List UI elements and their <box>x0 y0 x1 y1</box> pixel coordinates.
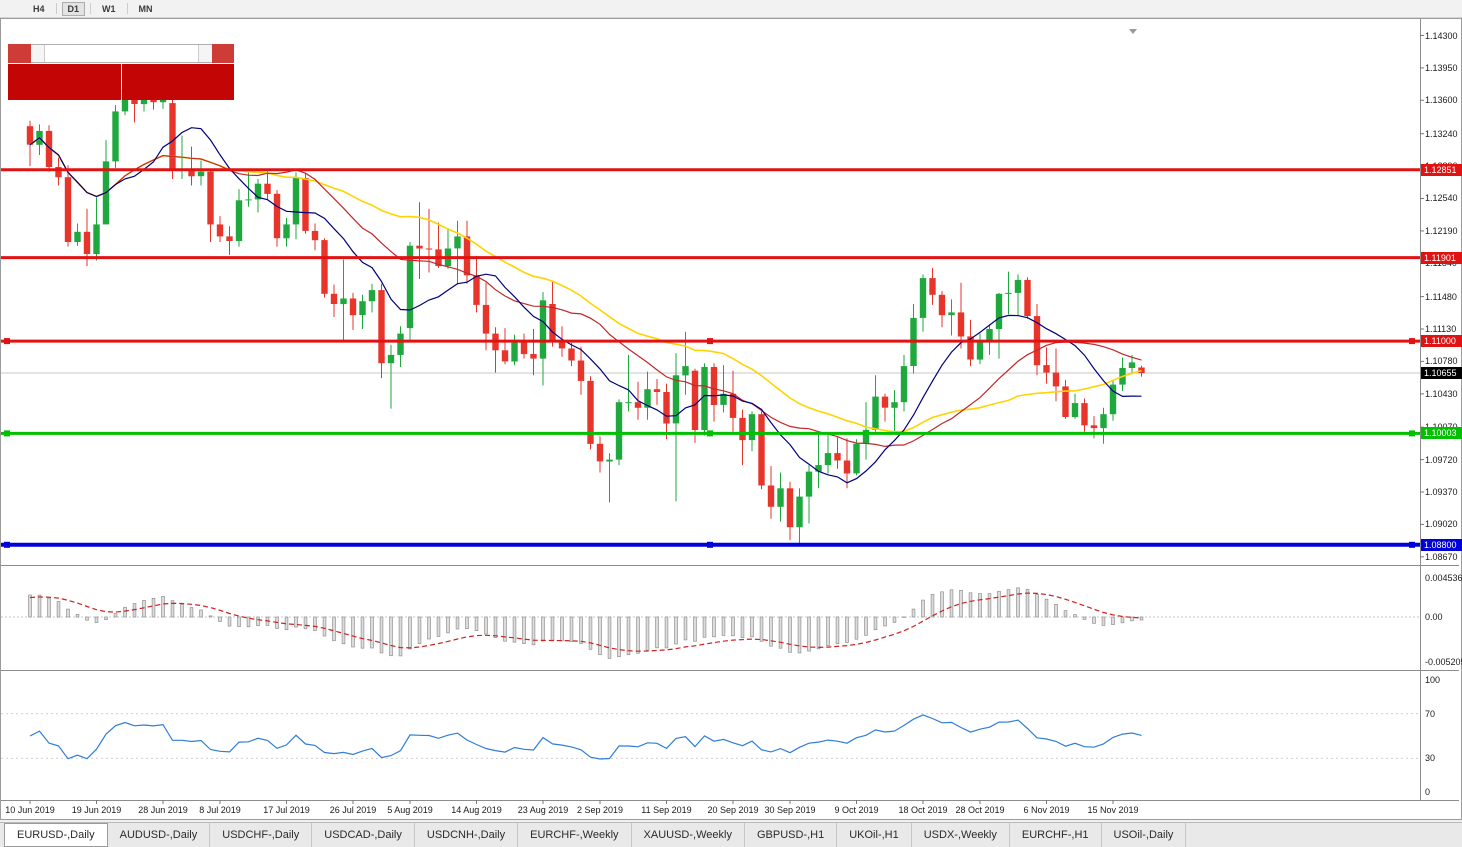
price-tick-label: 1.13600 <box>1425 95 1458 106</box>
timeframe-button-d1[interactable]: D1 <box>61 1 86 16</box>
chart-tab-audusd-daily[interactable]: AUDUSD-,Daily <box>108 823 211 847</box>
date-axis-label: 28 Jun 2019 <box>138 805 188 815</box>
price-tick-label: 0.00 <box>1425 612 1443 622</box>
price-tick-label: -0.0052050 <box>1425 656 1462 667</box>
price-tick-label: 1.09370 <box>1425 486 1458 497</box>
chart-tab-eurchf-h1[interactable]: EURCHF-,H1 <box>1010 823 1102 847</box>
volume-input[interactable] <box>44 45 198 62</box>
date-axis-label: 20 Sep 2019 <box>707 805 759 815</box>
chart-window <box>0 18 1462 820</box>
one-click-trade-panel <box>8 44 234 100</box>
date-axis-label: 14 Aug 2019 <box>451 805 502 815</box>
price-scale[interactable]: 1.143001.139501.136001.132401.128901.125… <box>1421 0 1462 847</box>
timeframe-toolbar: H4 D1 W1 MN <box>0 0 1462 18</box>
date-axis-label: 6 Nov 2019 <box>1023 805 1070 815</box>
toolbar-separator <box>126 3 128 14</box>
rsi-indicator-label <box>8 674 13 684</box>
chart-tab-gbpusd-h1[interactable]: GBPUSD-,H1 <box>745 823 838 847</box>
price-tick-label: 1.08670 <box>1425 551 1458 562</box>
toolbar-separator <box>55 3 57 14</box>
chart-tab-usdcad-daily[interactable]: USDCAD-,Daily <box>312 823 415 847</box>
price-tick-label: 1.10430 <box>1425 388 1458 399</box>
chart-tab-usdchf-daily[interactable]: USDCHF-,Daily <box>210 823 313 847</box>
volume-increase-icon[interactable] <box>197 45 212 62</box>
date-axis-label: 15 Nov 2019 <box>1087 805 1139 815</box>
buy-button[interactable] <box>211 44 234 63</box>
date-axis-label: 5 Aug 2019 <box>387 805 433 815</box>
date-axis-label: 2 Sep 2019 <box>576 805 624 815</box>
date-axis-label: 17 Jul 2019 <box>263 805 310 815</box>
chart-title <box>20 26 44 37</box>
volume-decrease-icon[interactable] <box>30 45 45 62</box>
price-tick-label: 0 <box>1425 787 1431 797</box>
chart-tab-usoil-daily[interactable]: USOil-,Daily <box>1102 823 1187 847</box>
price-tick-label: 1.10780 <box>1425 356 1458 367</box>
chart-tab-usdcnh-daily[interactable]: USDCNH-,Daily <box>415 823 519 847</box>
date-axis-label: 26 Jul 2019 <box>329 805 377 815</box>
price-tick-label: 1.11130 <box>1425 324 1457 335</box>
chart-tab-eurusd-daily[interactable]: EURUSD-,Daily <box>4 823 108 847</box>
date-axis-label: 30 Sep 2019 <box>764 805 816 815</box>
price-tick-label: 1.11480 <box>1425 291 1457 302</box>
buy-price-display[interactable] <box>121 64 234 100</box>
date-axis-label: 18 Oct 2019 <box>898 805 948 815</box>
date-axis[interactable]: 10 Jun 2019 19 Jun 2019 28 Jun 2019 8 Jul 2… <box>0 801 1420 819</box>
sell-price-display[interactable] <box>8 64 121 100</box>
sell-button[interactable] <box>8 44 31 63</box>
price-tick-label: 1.12540 <box>1425 193 1458 204</box>
timeframe-button-mn[interactable]: MN <box>138 3 153 14</box>
date-axis-label: 19 Jun 2019 <box>71 805 122 815</box>
price-tick-label: 1.13950 <box>1425 62 1458 73</box>
price-tick-label: 1.12190 <box>1425 225 1458 236</box>
price-level-badge: 1.12851 <box>1421 163 1462 176</box>
chart-tab-xauusd-weekly[interactable]: XAUUSD-,Weekly <box>632 823 745 847</box>
volume-box <box>30 44 212 63</box>
timeframe-button-h4[interactable]: H4 <box>33 3 45 14</box>
price-level-badge: 1.10655 <box>1421 367 1462 379</box>
timeframe-button-w1[interactable]: W1 <box>102 3 116 14</box>
price-level-badge: 1.10003 <box>1421 427 1462 440</box>
macd-indicator-label <box>8 569 18 579</box>
price-tick-label: 100 <box>1425 675 1441 685</box>
price-tick-label: 1.14300 <box>1425 30 1458 41</box>
chart-tab-bar: EURUSD-,Daily AUDUSD-,Daily USDCHF-,Daily U… <box>0 822 1462 847</box>
toolbar-separator <box>90 3 92 14</box>
price-tick-label: 30 <box>1425 753 1436 764</box>
price-level-badge: 1.11000 <box>1421 335 1462 348</box>
date-axis-label: 28 Oct 2019 <box>955 805 1005 815</box>
price-tick-label: 1.09020 <box>1425 519 1458 530</box>
price-level-badge: 1.08800 <box>1421 538 1462 551</box>
price-tick-label: 1.13240 <box>1425 128 1458 139</box>
price-tick-label: 1.09720 <box>1425 454 1458 465</box>
price-level-badge: 1.11901 <box>1421 251 1462 264</box>
date-axis-label: 9 Oct 2019 <box>834 805 879 815</box>
chart-tab-ukoil-h1[interactable]: UKOil-,H1 <box>837 823 912 847</box>
price-tick-label: 0.004536 <box>1425 572 1462 583</box>
chart-tab-usdx-weekly[interactable]: USDX-,Weekly <box>912 823 1010 847</box>
date-axis-label: 11 Sep 2019 <box>641 805 692 815</box>
chart-tab-eurchf-weekly[interactable]: EURCHF-,Weekly <box>518 823 632 847</box>
date-axis-label: 8 Jul 2019 <box>199 805 241 815</box>
date-axis-label: 23 Aug 2019 <box>517 805 569 815</box>
price-tick-label: 70 <box>1425 708 1436 719</box>
date-axis-label: 10 Jun 2019 <box>5 805 55 815</box>
